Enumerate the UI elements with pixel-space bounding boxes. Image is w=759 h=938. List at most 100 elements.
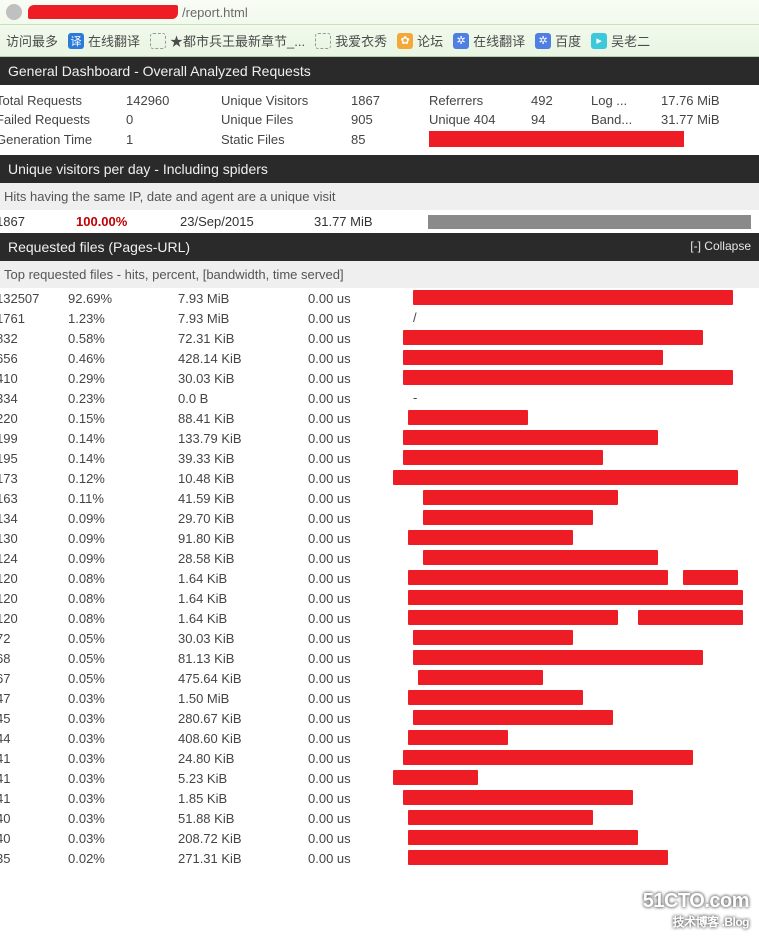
cell-bandwidth: 29.70 KiB [178, 511, 308, 526]
bookmark-icon: ✲ [453, 33, 469, 49]
cell-time: 0.00 us [308, 731, 413, 746]
bookmark-icon: ✿ [397, 33, 413, 49]
cell-time: 0.00 us [308, 451, 413, 466]
file-row: 8320.58%72.31 KiB0.00 us [0, 328, 759, 348]
cell-url [413, 470, 759, 486]
redaction-bar [403, 430, 658, 445]
cell-hits: 173 [0, 471, 68, 486]
cell-hits: 410 [0, 371, 68, 386]
cell-bandwidth: 88.41 KiB [178, 411, 308, 426]
bookmark-item[interactable]: ▸吴老二 [591, 31, 650, 50]
cell-pct: 0.14% [68, 431, 178, 446]
redaction-bar [429, 131, 684, 147]
cell-bandwidth: 24.80 KiB [178, 751, 308, 766]
bookmark-label: 在线翻译 [473, 31, 525, 50]
file-row: 1630.11%41.59 KiB0.00 us [0, 488, 759, 508]
bookmark-item[interactable]: ★都市兵王最新章节_... [150, 31, 305, 50]
url-text: /report.html [182, 5, 248, 20]
cell-time: 0.00 us [308, 491, 413, 506]
redaction-bar [393, 770, 478, 785]
stat-label: Generation Time [0, 132, 126, 147]
cell-bandwidth: 475.64 KiB [178, 671, 308, 686]
visitors-hits: 1867 [0, 214, 52, 229]
cell-time: 0.00 us [308, 651, 413, 666]
cell-hits: 41 [0, 771, 68, 786]
redaction-bar [638, 610, 743, 625]
cell-hits: 45 [0, 711, 68, 726]
cell-url [413, 510, 759, 526]
cell-bandwidth: 428.14 KiB [178, 351, 308, 366]
stat-label: Band... [591, 112, 661, 127]
cell-bandwidth: 133.79 KiB [178, 431, 308, 446]
file-row: 1200.08%1.64 KiB0.00 us [0, 568, 759, 588]
cell-time: 0.00 us [308, 751, 413, 766]
stat-row: Total Requests142960Unique Visitors1867R… [0, 91, 759, 110]
cell-bandwidth: 72.31 KiB [178, 331, 308, 346]
collapse-link[interactable]: [-] Collapse [690, 239, 751, 255]
files-title: Requested files (Pages-URL) [8, 239, 190, 255]
file-row: 350.02%271.31 KiB0.00 us [0, 848, 759, 868]
redaction-bar [408, 850, 668, 865]
files-subhead: Top requested files - hits, percent, [ba… [0, 261, 759, 288]
bookmark-item[interactable]: 我爱衣秀 [315, 31, 387, 50]
bookmark-item[interactable]: 访问最多 [6, 31, 58, 50]
cell-url [413, 570, 759, 586]
file-row: 13250792.69%7.93 MiB0.00 us [0, 288, 759, 308]
bookmark-label: 在线翻译 [88, 31, 140, 50]
cell-url [413, 350, 759, 366]
cell-hits: 199 [0, 431, 68, 446]
bookmark-item[interactable]: ✲在线翻译 [453, 31, 525, 50]
cell-hits: 124 [0, 551, 68, 566]
redaction-bar [408, 590, 743, 605]
bookmark-label: 吴老二 [611, 31, 650, 50]
redaction-bar [423, 550, 658, 565]
cell-url [413, 610, 759, 626]
cell-bandwidth: 91.80 KiB [178, 531, 308, 546]
cell-bandwidth: 1.64 KiB [178, 611, 308, 626]
visitors-pct: 100.00% [76, 214, 156, 229]
cell-url [413, 810, 759, 826]
cell-url [413, 690, 759, 706]
cell-time: 0.00 us [308, 591, 413, 606]
file-row: 410.03%24.80 KiB0.00 us [0, 748, 759, 768]
cell-hits: 1761 [0, 311, 68, 326]
cell-pct: 0.08% [68, 611, 178, 626]
redaction-bar [408, 610, 618, 625]
cell-pct: 0.14% [68, 451, 178, 466]
redaction-bar [423, 510, 593, 525]
stat-label: Unique Visitors [221, 93, 351, 108]
file-row: 680.05%81.13 KiB0.00 us [0, 648, 759, 668]
stat-row: Failed Requests0Unique Files905Unique 40… [0, 110, 759, 129]
cell-bandwidth: 408.60 KiB [178, 731, 308, 746]
file-row: 1300.09%91.80 KiB0.00 us [0, 528, 759, 548]
cell-pct: 0.46% [68, 351, 178, 366]
redaction-bar [408, 570, 668, 585]
cell-hits: 47 [0, 691, 68, 706]
cell-time: 0.00 us [308, 691, 413, 706]
redaction-bar [403, 350, 663, 365]
url-bar[interactable]: /report.html [0, 0, 759, 25]
cell-pct: 1.23% [68, 311, 178, 326]
cell-hits: 132507 [0, 291, 68, 306]
cell-pct: 0.09% [68, 531, 178, 546]
cell-pct: 0.03% [68, 731, 178, 746]
file-row: 450.03%280.67 KiB0.00 us [0, 708, 759, 728]
bookmark-item[interactable]: ✿论坛 [397, 31, 443, 50]
files-table: 13250792.69%7.93 MiB0.00 us 17611.23%7.93… [0, 288, 759, 868]
cell-url [413, 830, 759, 846]
cell-url [413, 750, 759, 766]
file-row: 1730.12%10.48 KiB0.00 us [0, 468, 759, 488]
bookmark-item[interactable]: 译在线翻译 [68, 31, 140, 50]
file-row: 440.03%408.60 KiB0.00 us [0, 728, 759, 748]
cell-bandwidth: 30.03 KiB [178, 631, 308, 646]
cell-url [413, 550, 759, 566]
browser-chrome: /report.html 访问最多译在线翻译 ★都市兵王最新章节_... 我爱衣秀 ✿… [0, 0, 759, 57]
cell-bandwidth: 7.93 MiB [178, 311, 308, 326]
cell-time: 0.00 us [308, 371, 413, 386]
file-row: 720.05%30.03 KiB0.00 us [0, 628, 759, 648]
bookmark-item[interactable]: ✲百度 [535, 31, 581, 50]
cell-pct: 0.15% [68, 411, 178, 426]
stat-label: Static Files [221, 132, 351, 147]
cell-hits: 134 [0, 511, 68, 526]
watermark-main: 51CTO.com [643, 890, 749, 912]
